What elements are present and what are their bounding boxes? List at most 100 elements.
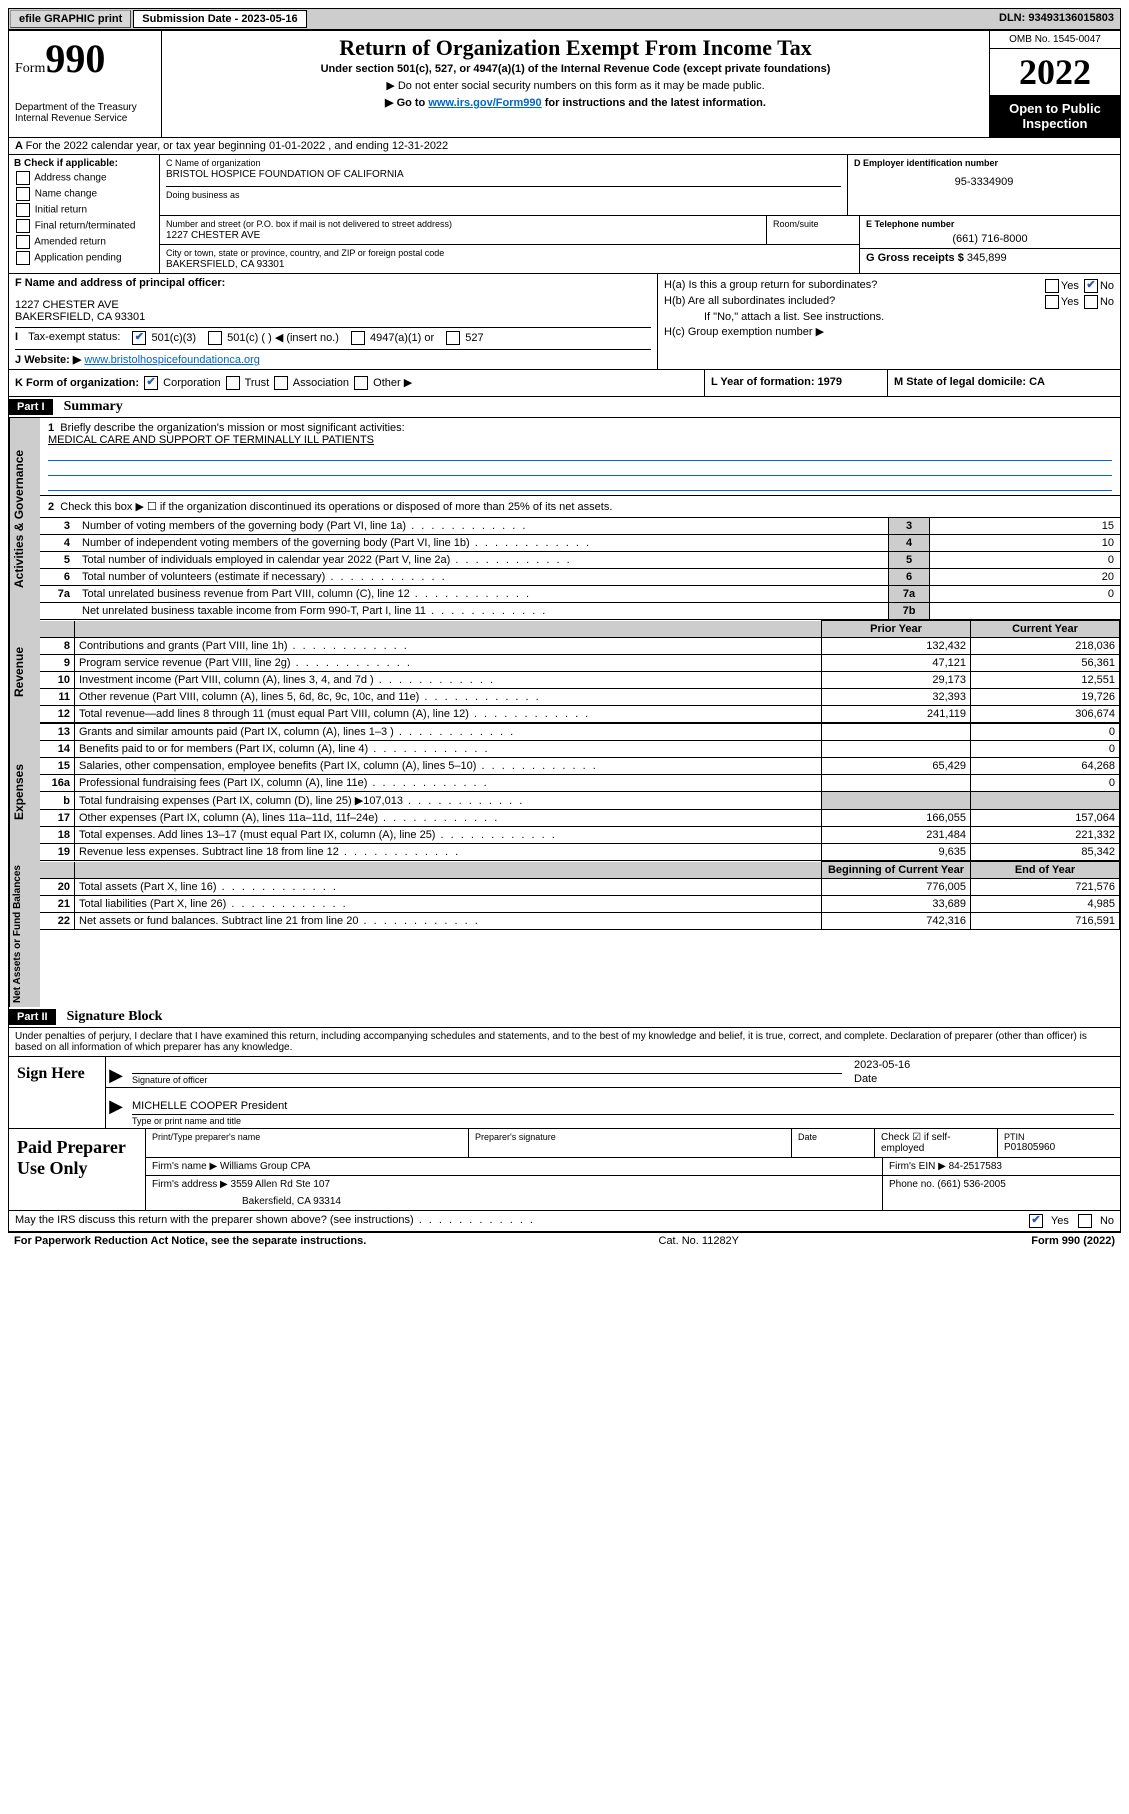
org-name-label: C Name of organization [166,158,841,168]
table-row: 3Number of voting members of the governi… [40,518,1120,535]
chk-address[interactable]: Address change [14,171,154,185]
officer-addr1: 1227 CHESTER AVE [15,299,651,311]
box-e: E Telephone number (661) 716-8000 [860,216,1120,249]
sig-label: Signature of officer [132,1073,842,1085]
chk-pending[interactable]: Application pending [14,251,154,265]
table-row: 19Revenue less expenses. Subtract line 1… [40,844,1120,861]
h-a-no[interactable]: ✔ [1084,279,1098,293]
form-container: Form990 Department of the Treasury Inter… [8,30,1121,1232]
box-c-to-g: C Name of organization BRISTOL HOSPICE F… [160,155,1120,273]
chk-trust[interactable] [226,376,240,390]
form-subtitle: Under section 501(c), 527, or 4947(a)(1)… [170,63,981,75]
firm-addr-cell: Firm's address ▶ 3559 Allen Rd Ste 107 B… [146,1176,883,1210]
section-b-to-g: B Check if applicable: Address change Na… [9,155,1120,274]
inspection-badge: Open to Public Inspection [990,95,1120,137]
line1-label: Briefly describe the organization's miss… [60,422,404,434]
arrow-icon: ▶ [106,1088,126,1128]
street-label: Number and street (or P.O. box if mail i… [166,219,760,229]
chk-501c3[interactable]: ✔ [132,331,146,345]
mission-line [48,476,1112,491]
box-b-title: B Check if applicable: [14,158,154,169]
table-row: 13Grants and similar amounts paid (Part … [40,724,1120,741]
chk-527[interactable] [446,331,460,345]
box-d: D Employer identification number 95-3334… [848,155,1120,215]
gov-table: 3Number of voting members of the governi… [40,518,1120,620]
note2-post: for instructions and the latest informat… [542,97,766,109]
firm-name-cell: Firm's name ▶ Williams Group CPA [146,1158,883,1175]
dba-label: Doing business as [166,186,841,200]
row-k: K Form of organization: ✔ Corporation Tr… [9,370,705,396]
h-c-label: H(c) Group exemption number ▶ [664,325,1114,338]
h-b-yes[interactable] [1045,295,1059,309]
row-j: J Website: ▶ www.bristolhospicefoundatio… [15,349,651,366]
year-block: OMB No. 1545-0047 2022 Open to Public In… [989,31,1120,137]
chk-501c[interactable] [208,331,222,345]
sig-date-cell: 2023-05-16 Date [848,1057,1120,1087]
prep-sig-cell[interactable]: Preparer's signature [469,1129,792,1157]
tab-governance: Activities & Governance [9,418,40,620]
table-row: 14Benefits paid to or for members (Part … [40,741,1120,758]
table-row: 18Total expenses. Add lines 13–17 (must … [40,827,1120,844]
mission-text: MEDICAL CARE AND SUPPORT OF TERMINALLY I… [48,434,1112,446]
chk-4947[interactable] [351,331,365,345]
chk-final[interactable]: Final return/terminated [14,219,154,233]
chk-assoc[interactable] [274,376,288,390]
prep-self-cell[interactable]: Check ☑ if self-employed [875,1129,998,1157]
irs-link[interactable]: www.irs.gov/Form990 [428,97,541,109]
chk-amended[interactable]: Amended return [14,235,154,249]
table-row: 17Other expenses (Part IX, column (A), l… [40,810,1120,827]
box-g: G Gross receipts $ 345,899 [860,249,1120,273]
chk-other[interactable] [354,376,368,390]
suite-label: Room/suite [773,219,853,229]
discuss-yes[interactable]: ✔ [1029,1214,1043,1228]
omb-number: OMB No. 1545-0047 [990,31,1120,49]
street-block: Number and street (or P.O. box if mail i… [160,216,767,244]
top-bar: efile GRAPHIC print Submission Date - 20… [8,8,1121,30]
section-f-h: F Name and address of principal officer:… [9,274,1120,370]
table-row: 6Total number of volunteers (estimate if… [40,569,1120,586]
form-header: Form990 Department of the Treasury Inter… [9,31,1120,138]
table-row: 5Total number of individuals employed in… [40,552,1120,569]
tel-value: (661) 716-8000 [866,233,1114,245]
website-link[interactable]: www.bristolhospicefoundationca.org [84,354,260,366]
box-h: H(a) Is this a group return for subordin… [658,274,1120,369]
pra-notice: For Paperwork Reduction Act Notice, see … [14,1235,366,1247]
h-a-label: H(a) Is this a group return for subordin… [664,279,984,293]
row-l-year: L Year of formation: 1979 [705,370,888,396]
officer-name: MICHELLE COOPER President [132,1100,1114,1112]
address-block: Number and street (or P.O. box if mail i… [160,216,859,273]
chk-name[interactable]: Name change [14,187,154,201]
table-row: 10Investment income (Part VIII, column (… [40,672,1120,689]
preparer-block: Paid Preparer Use Only Print/Type prepar… [9,1128,1120,1211]
table-row: 21Total liabilities (Part X, line 26)33,… [40,896,1120,913]
h-b-no[interactable] [1084,295,1098,309]
tel-label: E Telephone number [866,219,1114,229]
firm-phone-cell: Phone no. (661) 536-2005 [883,1176,1120,1210]
sig-date-label: Date [854,1073,1114,1085]
officer-sig-cell[interactable]: Signature of officer [126,1057,848,1087]
part2-title: Signature Block [59,1009,163,1024]
row-k-l-m: K Form of organization: ✔ Corporation Tr… [9,370,1120,397]
row-i: I Tax-exempt status: ✔ 501(c)(3) 501(c) … [15,327,651,345]
h-a-yes[interactable] [1045,279,1059,293]
efile-print-btn[interactable]: efile GRAPHIC print [10,10,131,28]
table-header: Prior YearCurrent Year [40,621,1120,638]
tab-expenses: Expenses [9,723,40,861]
arrow-icon: ▶ [106,1057,126,1087]
tax-status-label: Tax-exempt status: [28,331,120,345]
chk-corp[interactable]: ✔ [144,376,158,390]
net-section: Net Assets or Fund Balances Beginning of… [9,861,1120,1007]
table-row: 11Other revenue (Part VIII, column (A), … [40,689,1120,706]
table-row: 4Number of independent voting members of… [40,535,1120,552]
submission-date: Submission Date - 2023-05-16 [133,10,306,28]
chk-initial[interactable]: Initial return [14,203,154,217]
box-f: F Name and address of principal officer:… [9,274,658,369]
discuss-no[interactable] [1078,1214,1092,1228]
rev-table: Prior YearCurrent Year8Contributions and… [40,620,1120,723]
prep-date-cell: Date [792,1129,875,1157]
gov-section: Activities & Governance 1 Briefly descri… [9,418,1120,620]
net-table: Beginning of Current YearEnd of Year20To… [40,861,1120,930]
form-id-block: Form990 Department of the Treasury Inter… [9,31,162,137]
dept-label: Department of the Treasury Internal Reve… [15,102,155,124]
form-number: 990 [45,36,105,81]
